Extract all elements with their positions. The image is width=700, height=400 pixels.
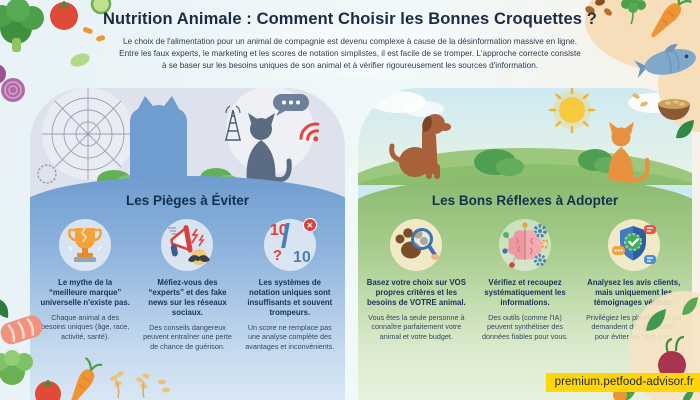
intro-line-1: Le choix de l'alimentation pour un anima…: [123, 37, 577, 46]
page-title: Nutrition Animale : Comment Choisir les …: [103, 10, 597, 28]
brain-ai-icon: [499, 219, 551, 271]
trap-item-fake-news: Méfiez-vous des “experts” et des fake ne…: [138, 219, 236, 400]
reflex-item-verify-info: Vérifiez et recoupez systématiquement le…: [473, 219, 578, 400]
score-10-out-of-10-icon: 10 / ? 10 ✕: [263, 217, 317, 271]
trap-item-best-brand-myth: Le mythe de la “meilleure marque” univer…: [36, 219, 134, 400]
traps-panel: Les Pièges à Éviter Le mythe d: [30, 88, 345, 400]
megaphone-fake-news-icon: [161, 219, 214, 271]
trap-body: Des conseils dangereux peuvent entraîner…: [143, 322, 232, 351]
score-slash: /: [280, 217, 290, 254]
reflex-body: Des outils (comme l'IA) peuvent synthéti…: [482, 312, 568, 341]
watermark: premium.petfood-advisor.fr: [545, 373, 700, 392]
reflex-heading: Basez votre choix sur VOS propres critèr…: [366, 278, 466, 307]
verified-reviews-shield-icon: [607, 219, 660, 271]
trap-body: Un score ne remplace pas une analyse com…: [245, 322, 335, 351]
reflex-body: Privilégiez les plateformes qui demanden…: [586, 312, 682, 341]
traps-columns: Le mythe de la “meilleure marque” univer…: [36, 217, 339, 400]
traps-panel-title: Les Pièges à Éviter: [125, 193, 250, 208]
paw-magnifier-icon: [390, 219, 443, 271]
broken-trophy-icon: [59, 219, 112, 271]
reflex-body: Vous êtes la seule personne à connaître …: [368, 312, 465, 341]
score-denominator: 10: [293, 249, 311, 266]
trap-heading: Les systèmes de notation uniques sont in…: [247, 278, 333, 317]
trap-heading: Méfiez-vous des “experts” et des fake ne…: [148, 278, 227, 317]
traps-panel-body: Les Pièges à Éviter: [30, 176, 345, 400]
intro-line-2: Entre les faux experts, le marketing et …: [119, 48, 581, 58]
background-swirl: [170, 14, 530, 86]
trap-heading: Le mythe de la “meilleure marque” univer…: [40, 278, 130, 307]
trap-item-rating-systems: 10 / ? 10 ✕ Les systèmes de notation uni…: [241, 217, 339, 400]
score-question-mark: ?: [272, 247, 282, 264]
spiderweb-cat-illustration-icon: [37, 88, 320, 191]
reflexes-panel: Les Bons Réflexes à Adopter: [358, 88, 692, 400]
reflex-item-own-criteria: Basez votre choix sur VOS propres critèr…: [364, 219, 469, 400]
cross-badge-icon: ✕: [302, 218, 317, 232]
score-numerator: 10: [269, 222, 288, 239]
intro-line-3: à se baser sur les besoins uniques de so…: [161, 60, 539, 70]
reflex-heading: Vérifiez et recoupez systématiquement le…: [484, 278, 566, 307]
header: Nutrition Animale : Comment Choisir les …: [60, 10, 640, 72]
reflex-heading: Analysez les avis clients, mais uniqueme…: [587, 278, 681, 307]
reflexes-panel-title: Les Bons Réflexes à Adopter: [431, 193, 619, 208]
traps-illustration: [30, 88, 345, 191]
trap-body: Chaque animal a des besoins uniques (âge…: [41, 312, 130, 341]
dog-cat-meadow-illustration-icon: [358, 88, 692, 260]
reflexes-illustration: [358, 88, 692, 260]
